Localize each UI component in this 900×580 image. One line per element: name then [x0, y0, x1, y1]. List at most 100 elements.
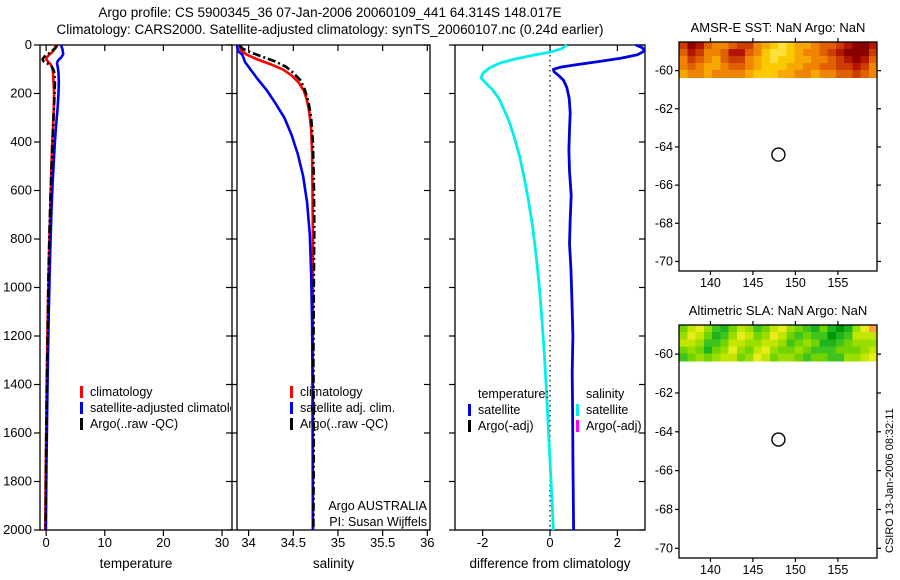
- sla_map-panel: 140 145 150 155 -60 -62 -64 -66 -68 -70: [655, 321, 881, 577]
- heatmap-cell: [827, 353, 837, 362]
- heatmap-cell: [745, 56, 754, 64]
- heatmap-cell: [769, 42, 779, 50]
- heatmap-cell: [703, 325, 713, 333]
- heatmap-cell: [703, 63, 713, 71]
- x-axis-ticks: -2 0 2: [477, 45, 621, 550]
- heatmap-cell: [753, 346, 762, 355]
- heatmap-cell: [745, 49, 754, 57]
- heatmap-cell: [868, 346, 878, 355]
- heatmap-cell: [852, 353, 861, 362]
- heatmap-cell: [786, 49, 795, 57]
- salinity-panel: 34 34.5 35 35.5 36: [231, 44, 435, 550]
- heatmap-cell: [835, 339, 845, 348]
- heatmap-cell: [844, 63, 853, 71]
- heatmap-cell: [712, 325, 721, 333]
- x-axis-ticks: 140 145 150 155: [700, 38, 848, 290]
- heatmap-cell: [827, 332, 837, 340]
- axes-frame: [39, 44, 233, 531]
- annotation-line1: Argo AUSTRALIA: [328, 499, 427, 513]
- heatmap-cell: [712, 42, 721, 50]
- salinity-xlabel: salinity: [312, 556, 355, 571]
- difference-xlabel: difference from climatology: [469, 556, 631, 571]
- heatmap-cell: [769, 63, 779, 71]
- heatmap-cell: [778, 42, 787, 50]
- heatmap-cell: [827, 70, 837, 78]
- heatmap-cell: [827, 339, 837, 348]
- heatmap-cell: [769, 56, 779, 64]
- heatmap-cell: [769, 339, 779, 348]
- heatmap-cell: [745, 63, 754, 71]
- heatmap-cell: [794, 346, 804, 355]
- heatmap-cell: [852, 63, 861, 71]
- heatmap-cell: [695, 353, 705, 362]
- tick-label: -62: [655, 102, 673, 116]
- tick-label: 36: [420, 535, 434, 550]
- heatmap-cell: [868, 56, 878, 64]
- heatmap-cell: [753, 63, 762, 71]
- heatmap-cell: [720, 332, 729, 340]
- heatmap-cell: [720, 56, 729, 64]
- tick-label: -60: [655, 64, 673, 78]
- heatmap-cell: [712, 339, 721, 348]
- y-axis-ticks: [449, 44, 645, 531]
- tick-label: 35: [331, 535, 345, 550]
- heatmap-cell: [703, 56, 713, 64]
- heatmap-cell: [728, 346, 738, 355]
- heatmap-cell: [786, 42, 795, 50]
- heatmap-cell: [679, 339, 688, 348]
- heatmap-cell: [852, 325, 861, 333]
- heatmap-cell: [868, 49, 878, 57]
- heatmap-cell: [761, 325, 771, 333]
- heatmap-cell: [687, 49, 696, 57]
- heatmap-cell: [736, 346, 746, 355]
- heatmap-cell: [819, 56, 828, 64]
- legend-item-climatology: climatology: [80, 384, 231, 400]
- heatmap-cell: [679, 346, 688, 355]
- heatmap-cell: [761, 63, 771, 71]
- heatmap-cell: [835, 332, 845, 340]
- heatmap-cell: [679, 56, 688, 64]
- heatmap-cell: [811, 339, 820, 348]
- legend-marker-argo: [290, 418, 293, 430]
- heatmap-cell: [712, 70, 721, 78]
- series-salinity-satellite: [479, 43, 568, 531]
- tick-label: 2: [614, 535, 621, 550]
- heatmap-cell: [745, 70, 754, 78]
- tick-label: 0: [546, 535, 553, 550]
- heatmap-cell: [720, 346, 729, 355]
- heatmap-cell: [786, 353, 795, 362]
- tick-label: 155: [827, 563, 848, 577]
- heatmap-cell: [835, 353, 845, 362]
- heatmap-cell: [761, 42, 771, 50]
- heatmap-cell: [844, 325, 853, 333]
- temperature-xlabel: temperature: [99, 556, 173, 571]
- tick-label: 600: [10, 183, 32, 198]
- legend-item-sal-satellite: satellite: [576, 402, 656, 418]
- legend-item-sal-argo-adj: Argo(-adj): [576, 418, 656, 434]
- heatmap-cell: [852, 42, 861, 50]
- heatmap-cell: [811, 346, 820, 355]
- heatmap: [679, 42, 878, 78]
- heatmap-cell: [794, 49, 804, 57]
- tick-label: 1000: [3, 280, 32, 295]
- heatmap-cell: [819, 346, 828, 355]
- heatmap-cell: [769, 346, 779, 355]
- heatmap-cell: [753, 70, 762, 78]
- heatmap-cell: [778, 70, 787, 78]
- tick-label: 1200: [3, 328, 32, 343]
- heatmap-cell: [728, 56, 738, 64]
- heatmap-cell: [679, 332, 688, 340]
- heatmap-cell: [778, 325, 787, 333]
- heatmap-cell: [695, 42, 705, 50]
- heatmap-cell: [844, 42, 853, 50]
- heatmap-cell: [794, 63, 804, 71]
- difference-legend-salinity: salinity satellite Argo(-adj): [576, 386, 656, 434]
- heatmap-cell: [736, 332, 746, 340]
- heatmap-cell: [827, 63, 837, 71]
- heatmap-cell: [753, 49, 762, 57]
- legend-marker-satellite-adjusted: [80, 402, 83, 414]
- heatmap-cell: [753, 56, 762, 64]
- tick-label: -62: [655, 386, 673, 400]
- heatmap-cell: [728, 325, 738, 333]
